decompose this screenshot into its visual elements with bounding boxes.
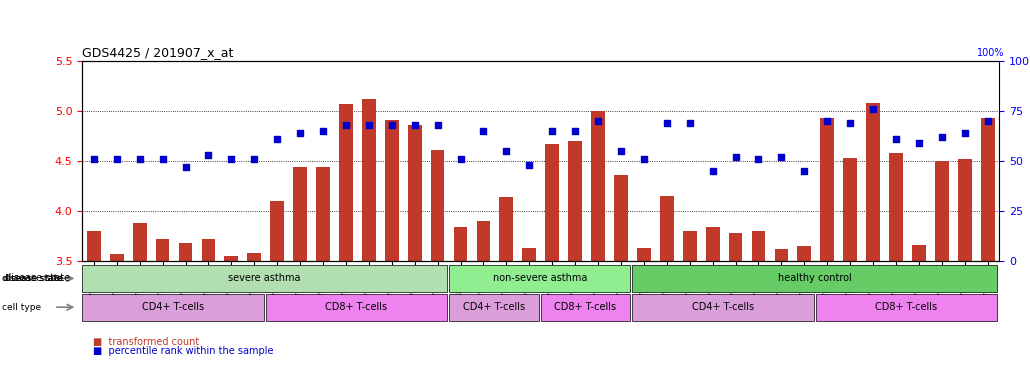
Point: [521, 162, 538, 168]
Point: [224, 156, 240, 162]
Bar: [362, 99, 376, 261]
Bar: [270, 201, 284, 261]
Point: [154, 156, 171, 162]
Bar: [500, 197, 513, 261]
Bar: [225, 256, 238, 261]
Point: [727, 154, 744, 161]
Text: disease state: disease state: [5, 273, 70, 283]
Text: CD4+ T-cells: CD4+ T-cells: [142, 302, 204, 312]
Bar: [752, 231, 765, 261]
Bar: [866, 103, 880, 261]
Point: [636, 156, 652, 162]
Bar: [797, 246, 812, 261]
Text: disease state: disease state: [1, 274, 62, 283]
Point: [980, 118, 996, 124]
Point: [911, 140, 927, 146]
Bar: [294, 167, 307, 261]
Point: [499, 148, 515, 154]
Point: [407, 122, 423, 128]
Point: [933, 134, 950, 141]
Point: [682, 120, 698, 126]
Bar: [408, 125, 421, 261]
Bar: [889, 153, 903, 261]
Bar: [660, 196, 674, 261]
Point: [475, 128, 491, 134]
Bar: [110, 254, 124, 261]
Point: [613, 148, 629, 154]
Bar: [958, 159, 971, 261]
Bar: [614, 175, 628, 261]
Point: [957, 130, 973, 136]
Bar: [591, 111, 605, 261]
Point: [750, 156, 766, 162]
Point: [544, 128, 560, 134]
Text: CD4+ T-cells: CD4+ T-cells: [462, 302, 525, 312]
Point: [338, 122, 354, 128]
Point: [774, 154, 790, 161]
Point: [658, 120, 675, 126]
Point: [360, 122, 377, 128]
Point: [269, 136, 285, 142]
Point: [430, 122, 446, 128]
Point: [590, 118, 607, 124]
Bar: [637, 248, 651, 261]
Text: CD8+ T-cells: CD8+ T-cells: [554, 302, 617, 312]
Bar: [133, 223, 146, 261]
Point: [291, 130, 308, 136]
Bar: [202, 239, 215, 261]
Point: [132, 156, 148, 162]
Point: [177, 164, 194, 170]
Text: severe asthma: severe asthma: [229, 273, 301, 283]
Bar: [683, 231, 696, 261]
Point: [842, 120, 858, 126]
Point: [566, 128, 583, 134]
Point: [85, 156, 102, 162]
Text: CD8+ T-cells: CD8+ T-cells: [876, 302, 937, 312]
Text: non-severe asthma: non-severe asthma: [492, 273, 587, 283]
Point: [888, 136, 904, 142]
Text: ■  percentile rank within the sample: ■ percentile rank within the sample: [93, 346, 273, 356]
Text: ■  transformed count: ■ transformed count: [93, 337, 199, 347]
Bar: [339, 104, 353, 261]
Bar: [156, 239, 170, 261]
Bar: [981, 118, 995, 261]
Point: [796, 168, 813, 174]
Bar: [728, 233, 743, 261]
Point: [200, 152, 216, 158]
Point: [246, 156, 263, 162]
Text: GDS4425 / 201907_x_at: GDS4425 / 201907_x_at: [82, 46, 234, 59]
Bar: [385, 120, 399, 261]
Bar: [477, 221, 490, 261]
Text: cell type: cell type: [1, 303, 40, 312]
Point: [108, 156, 125, 162]
Bar: [247, 253, 262, 261]
Point: [383, 122, 400, 128]
Point: [315, 128, 332, 134]
Bar: [522, 248, 537, 261]
Point: [865, 106, 882, 113]
Text: CD4+ T-cells: CD4+ T-cells: [692, 302, 754, 312]
Bar: [178, 243, 193, 261]
Bar: [912, 245, 926, 261]
Bar: [569, 141, 582, 261]
Text: healthy control: healthy control: [778, 273, 852, 283]
Bar: [844, 158, 857, 261]
Text: CD8+ T-cells: CD8+ T-cells: [325, 302, 387, 312]
Bar: [775, 249, 788, 261]
Point: [705, 168, 721, 174]
Bar: [316, 167, 330, 261]
Bar: [545, 144, 559, 261]
Point: [452, 156, 469, 162]
Point: [819, 118, 835, 124]
Bar: [935, 161, 949, 261]
Bar: [706, 227, 720, 261]
Bar: [431, 150, 445, 261]
Bar: [820, 118, 834, 261]
Text: disease state: disease state: [3, 274, 63, 283]
Bar: [87, 231, 101, 261]
Bar: [453, 227, 468, 261]
Text: 100%: 100%: [976, 48, 1004, 58]
